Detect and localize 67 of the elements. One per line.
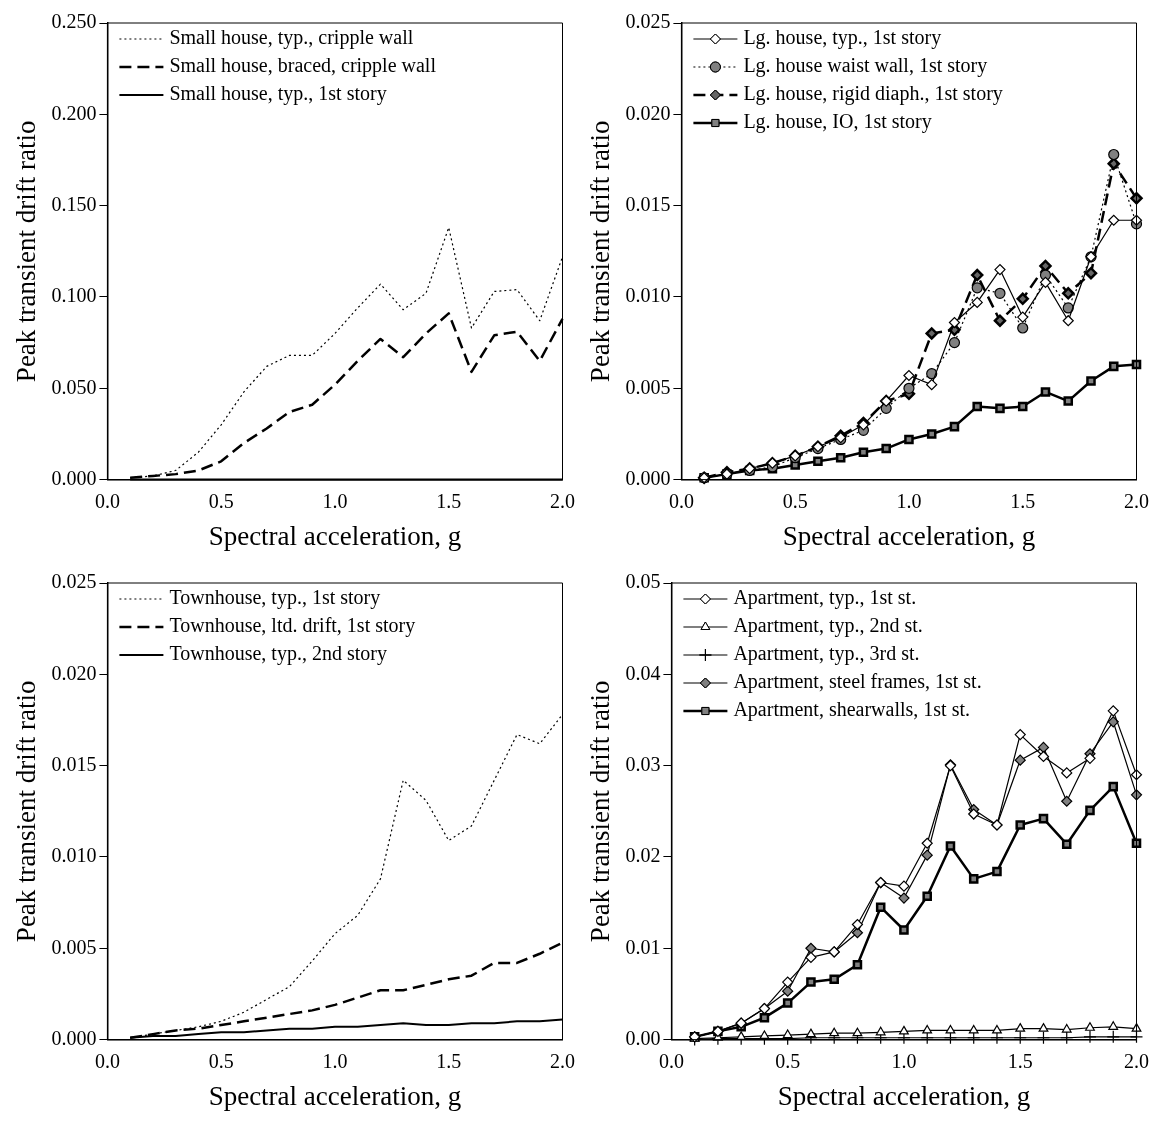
legend-label: Small house, typ., cripple wall — [169, 26, 414, 50]
legend-label: Apartment, steel frames, 1st st. — [733, 670, 982, 694]
x-tick-label: 1.0 — [322, 489, 348, 512]
legend-label: Townhouse, typ., 1st story — [169, 586, 381, 610]
y-tick-label: 0.200 — [51, 101, 97, 124]
y-tick-label: 0.100 — [51, 284, 97, 307]
legend-label: Apartment, typ., 3rd st. — [733, 642, 920, 666]
x-tick-label: 0.0 — [658, 1049, 684, 1072]
y-tick-label: 0.020 — [51, 661, 97, 684]
legend-label: Lg. house waist wall, 1st story — [743, 54, 988, 78]
x-tick-label: 1.5 — [1007, 1049, 1033, 1072]
x-tick-label: 0.5 — [208, 489, 234, 512]
x-tick-label: 2.0 — [550, 1049, 575, 1072]
legend-label: Townhouse, typ., 2nd story — [169, 642, 387, 666]
x-tick-label: 1.5 — [1010, 489, 1036, 512]
y-axis-title: Peak transient drift ratio — [11, 680, 42, 943]
x-tick-label: 1.0 — [322, 1049, 348, 1072]
x-tick-label: 2.0 — [550, 489, 575, 512]
x-axis-title: Spectral acceleration, g — [208, 520, 462, 551]
y-tick-label: 0.025 — [51, 570, 97, 593]
y-tick-label: 0.010 — [51, 844, 97, 867]
y-tick-label: 0.00 — [625, 1026, 661, 1049]
y-axis-title: Peak transient drift ratio — [11, 120, 42, 383]
x-tick-label: 1.0 — [896, 489, 922, 512]
y-tick-label: 0.150 — [51, 192, 97, 215]
legend-label: Townhouse, ltd. drift, 1st story — [169, 614, 416, 638]
y-tick-label: 0.000 — [51, 466, 97, 489]
legend-label: Small house, typ., 1st story — [169, 82, 387, 106]
x-tick-label: 0.5 — [208, 1049, 234, 1072]
y-tick-label: 0.015 — [51, 752, 97, 775]
y-tick-label: 0.03 — [625, 752, 661, 775]
y-tick-label: 0.015 — [625, 192, 671, 215]
y-tick-label: 0.005 — [625, 375, 671, 398]
y-axis-title: Peak transient drift ratio — [585, 120, 616, 383]
legend-label: Apartment, shearwalls, 1st st. — [733, 698, 971, 722]
x-tick-label: 1.5 — [436, 1049, 462, 1072]
x-tick-label: 0.5 — [775, 1049, 801, 1072]
legend-label: Lg. house, rigid diaph., 1st story — [743, 82, 1003, 106]
y-tick-label: 0.020 — [625, 101, 671, 124]
legend-label: Apartment, typ., 2nd st. — [733, 614, 923, 638]
x-tick-label: 0.5 — [782, 489, 808, 512]
legend-label: Lg. house, typ., 1st story — [743, 26, 942, 50]
y-tick-label: 0.02 — [625, 844, 661, 867]
legend-label: Lg. house, IO, 1st story — [743, 110, 932, 134]
y-tick-label: 0.025 — [625, 10, 671, 33]
y-tick-label: 0.010 — [625, 284, 671, 307]
y-tick-label: 0.250 — [51, 10, 97, 33]
y-tick-label: 0.000 — [51, 1026, 97, 1049]
y-tick-label: 0.04 — [625, 661, 661, 684]
x-tick-label: 0.0 — [94, 1049, 120, 1072]
x-axis-title: Spectral acceleration, g — [782, 520, 1036, 551]
y-tick-label: 0.005 — [51, 935, 97, 958]
x-tick-label: 2.0 — [1124, 489, 1149, 512]
y-tick-label: 0.05 — [625, 570, 661, 593]
y-tick-label: 0.000 — [625, 466, 671, 489]
y-tick-label: 0.050 — [51, 375, 97, 398]
x-tick-label: 1.5 — [436, 489, 462, 512]
x-axis-title: Spectral acceleration, g — [777, 1080, 1031, 1111]
legend-label: Small house, braced, cripple wall — [169, 54, 437, 78]
x-tick-label: 0.0 — [94, 489, 120, 512]
x-tick-label: 2.0 — [1124, 1049, 1149, 1072]
x-axis-title: Spectral acceleration, g — [208, 1080, 462, 1111]
x-tick-label: 1.0 — [891, 1049, 917, 1072]
legend-label: Apartment, typ., 1st st. — [733, 586, 917, 610]
x-tick-label: 0.0 — [668, 489, 694, 512]
y-tick-label: 0.01 — [625, 935, 661, 958]
y-axis-title: Peak transient drift ratio — [585, 680, 616, 943]
